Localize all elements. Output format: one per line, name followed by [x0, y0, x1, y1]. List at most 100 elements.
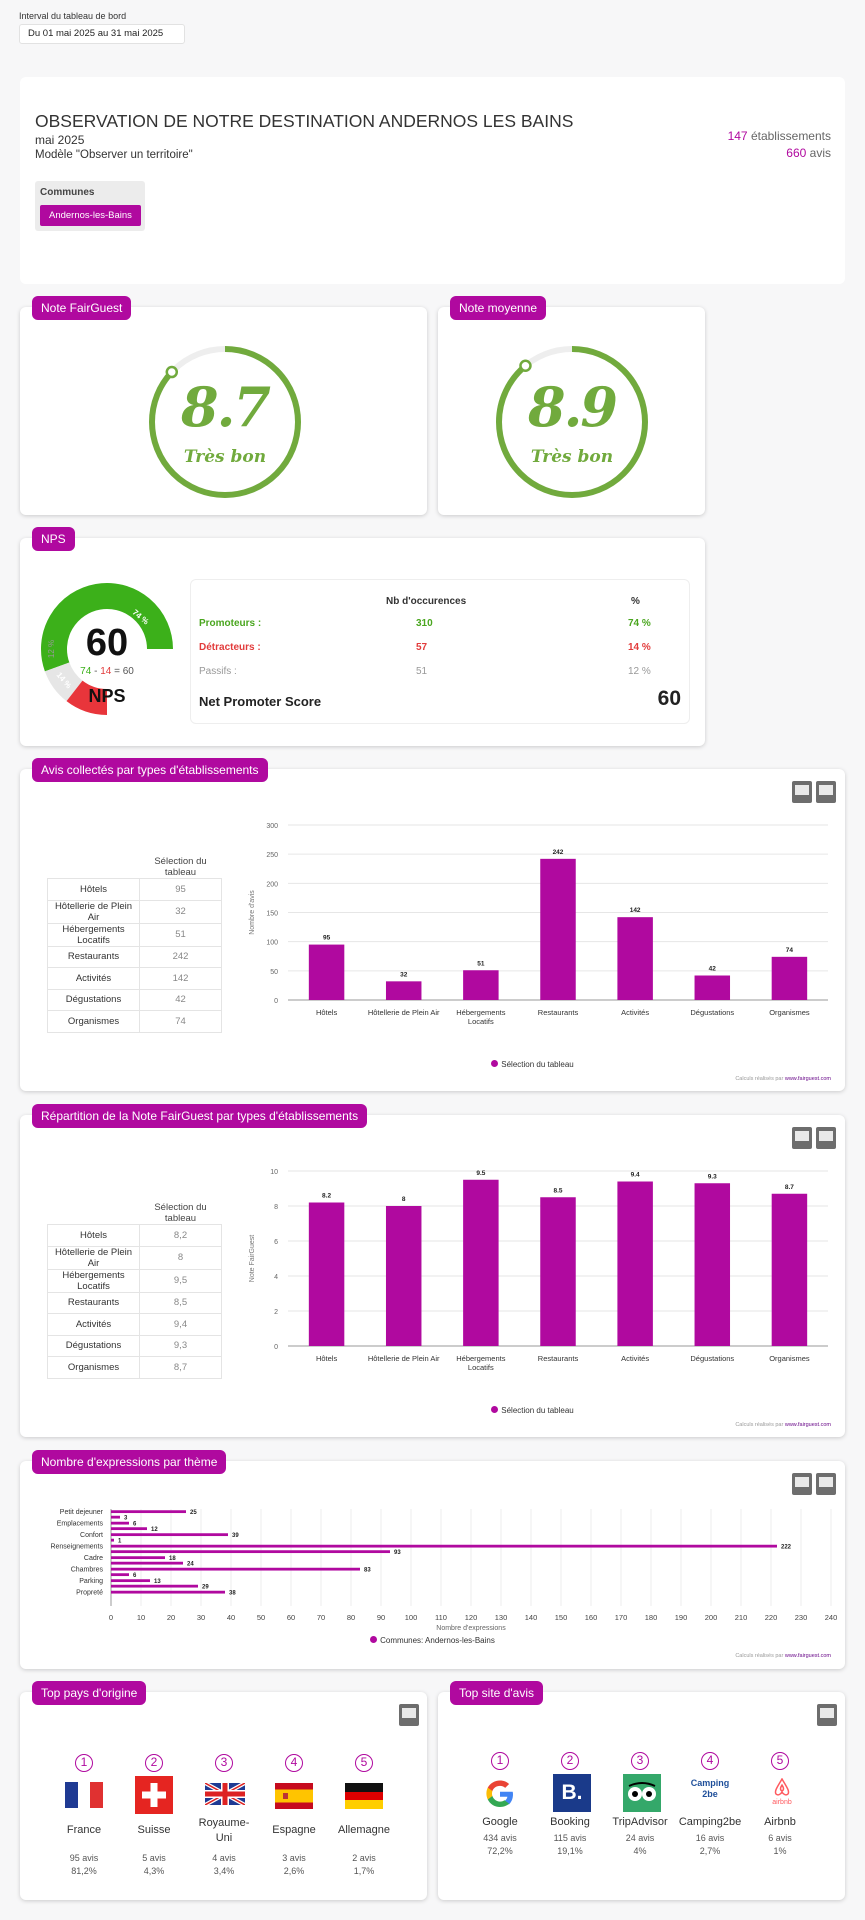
country-avis: 5 avis	[142, 1853, 166, 1863]
site-pct: 2,7%	[699, 1846, 721, 1856]
avis-types-card: Sélection du tableau Hôtels 95 Hôtellerie d…	[20, 769, 845, 1091]
pdf-download-icon[interactable]	[816, 1127, 836, 1149]
bar	[111, 1527, 147, 1531]
nps-net-label: Net Promoter Score	[199, 694, 322, 709]
bar-value-label: 6	[133, 1521, 137, 1527]
table-row: Dégustations 42	[47, 988, 222, 1011]
pdf-download-icon[interactable]	[816, 1473, 836, 1495]
image-download-icon[interactable]	[792, 781, 812, 803]
bar	[540, 1197, 576, 1346]
table-cell-value: 8,5	[139, 1291, 222, 1314]
bar	[111, 1521, 129, 1525]
credit-link[interactable]: www.fairguest.com	[784, 1653, 831, 1659]
y-tick-label: Petit dejeuner	[60, 1509, 104, 1516]
table-cell-value: 42	[139, 988, 222, 1011]
site-pct: 4%	[633, 1846, 647, 1856]
bar	[111, 1544, 777, 1548]
image-download-icon[interactable]	[792, 1473, 812, 1495]
nps-detractors-arc	[66, 680, 108, 715]
y-tick-label: 10	[270, 1169, 278, 1176]
fairguest-score: 8.7	[181, 375, 271, 439]
bar	[308, 944, 345, 1000]
bar	[385, 1206, 422, 1346]
bar-value-label: 29	[202, 1584, 209, 1590]
nps-table: Nb d'occurences % Promoteurs : 310 74 % Dét…	[190, 579, 690, 724]
site-avis: 16 avis	[695, 1833, 725, 1843]
table-cell-label: Hébergements Locatifs	[47, 1268, 140, 1293]
x-tick-label: 120	[465, 1613, 478, 1622]
bar-value-label: 24	[187, 1561, 194, 1567]
credit-link[interactable]: www.fairguest.com	[784, 1076, 831, 1082]
pays-title: Top pays d'origine	[32, 1681, 147, 1705]
moyenne-score: 8.9	[528, 375, 618, 439]
bar-value-label: 6	[133, 1573, 137, 1579]
bar-value-label: 13	[154, 1579, 161, 1585]
table-row: Hôtels 8,2	[47, 1224, 222, 1247]
credit: Calculs réalisés par www.fairguest.com	[735, 1653, 831, 1659]
nps-formula: 74 - 14 = 60	[77, 666, 137, 677]
bar	[771, 956, 808, 1000]
pdf-download-icon[interactable]	[816, 781, 836, 803]
bar-value-label: 51	[477, 960, 485, 967]
bar-value-label: 18	[169, 1556, 176, 1562]
bar	[111, 1538, 114, 1542]
table-row: Organismes 74	[47, 1010, 222, 1033]
image-download-icon[interactable]	[792, 1127, 812, 1149]
x-tick-label: Restaurants	[538, 1354, 579, 1363]
x-tick-label: 70	[317, 1613, 325, 1622]
themes-legend: Communes: Andernos-les-Bains	[20, 1636, 845, 1645]
bar	[308, 1202, 345, 1346]
table-cell-value: 242	[139, 945, 222, 968]
bar	[111, 1550, 390, 1554]
nps-formula-result: 60	[122, 666, 134, 677]
image-download-icon[interactable]	[399, 1704, 419, 1726]
avis-types-legend: Sélection du tableau	[20, 1060, 845, 1069]
bar	[111, 1590, 225, 1594]
nps-col-occ: Nb d'occurences	[386, 596, 467, 607]
period: mai 2025	[35, 133, 85, 147]
table-row: Hébergements Locatifs 9,5	[47, 1268, 222, 1293]
legend-dot	[491, 1406, 499, 1413]
bar-value-label: 32	[400, 971, 408, 978]
credit-link[interactable]: www.fairguest.com	[784, 1422, 831, 1428]
moyenne-verdict: Très bon	[530, 447, 614, 467]
credit: Calculs réalisés par www.fairguest.com	[735, 1076, 831, 1082]
rank-badge: 3	[631, 1752, 649, 1770]
table-row: Hôtels 95	[47, 878, 222, 901]
bar-value-label: 25	[190, 1510, 197, 1516]
country-pct: 81,2%	[71, 1866, 97, 1876]
commune-tag[interactable]: Andernos-les-Bains	[40, 205, 141, 226]
y-tick-label: 2	[274, 1309, 278, 1316]
themes-title: Nombre d'expressions par thème	[32, 1450, 227, 1474]
x-tick-label: 230	[795, 1613, 808, 1622]
y-tick-label: Confort	[80, 1532, 103, 1539]
x-tick-label: 190	[675, 1613, 688, 1622]
image-download-icon[interactable]	[817, 1704, 837, 1726]
table-cell-value: 51	[139, 922, 222, 947]
x-tick-label: 80	[347, 1613, 355, 1622]
y-tick-label: 150	[266, 911, 278, 918]
nps-title: NPS	[32, 527, 75, 551]
y-tick-label: Cadre	[84, 1555, 103, 1562]
nps-row-occ: 310	[416, 618, 433, 629]
x-tick-label: Hôtels	[316, 1008, 338, 1017]
interval-field[interactable]: Du 01 mai 2025 au 31 mai 2025	[19, 24, 185, 44]
table-cell-label: Activités	[47, 967, 140, 990]
bar	[617, 917, 653, 1000]
table-row: Organismes 8,7	[47, 1356, 222, 1379]
y-tick-label: Renseignements	[50, 1543, 103, 1550]
gauge-knob	[165, 365, 179, 379]
gauge-arc	[496, 346, 648, 498]
y-tick-label: 6	[274, 1239, 278, 1246]
header-card: OBSERVATION DE NOTRE DESTINATION ANDERNO…	[20, 77, 845, 284]
table-cell-label: Restaurants	[47, 945, 140, 968]
bar	[771, 1193, 808, 1346]
table-row: Dégustations 9,3	[47, 1334, 222, 1357]
fairguest-gauge	[149, 346, 301, 498]
x-tick-label: 30	[197, 1613, 205, 1622]
x-tick-label: Hébergements	[456, 1354, 505, 1363]
table-cell-value: 32	[139, 899, 222, 924]
etab-count-line: 147 établissements	[728, 129, 831, 143]
nps-score: 60	[85, 622, 129, 664]
x-tick-label: Locatifs	[468, 1017, 494, 1026]
